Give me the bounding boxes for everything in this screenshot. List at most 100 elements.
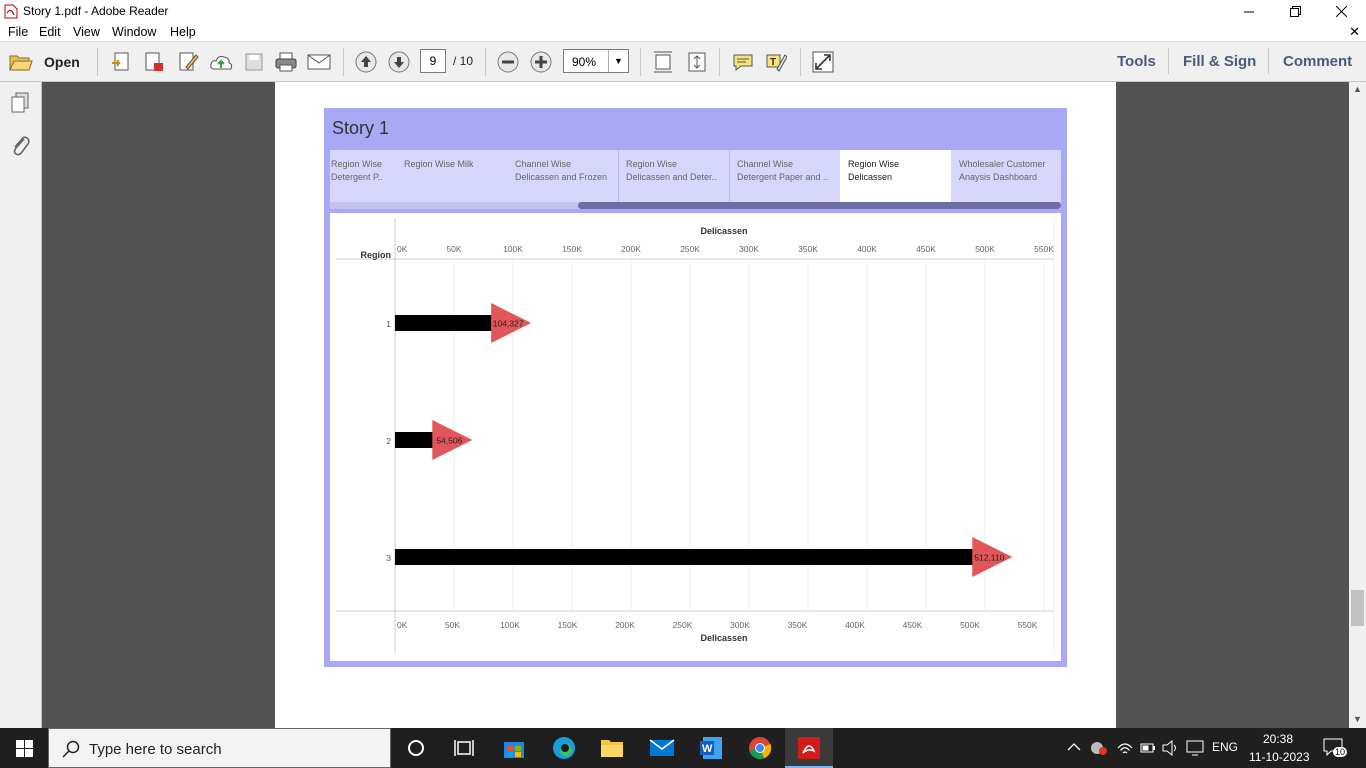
- edit-pdf-button[interactable]: [176, 50, 200, 74]
- tick-label-bottom: 400K: [845, 620, 865, 630]
- restore-button[interactable]: [1272, 0, 1318, 23]
- tick-label-bottom: 300K: [730, 620, 750, 630]
- tick-label-top: 300K: [739, 244, 759, 254]
- zoom-in-button[interactable]: [529, 50, 553, 74]
- close-window-button[interactable]: [1318, 0, 1364, 23]
- arrow-up-icon: [355, 51, 377, 73]
- category-label: 1: [386, 319, 391, 329]
- story-tab-2[interactable]: Region Wise Milk: [403, 150, 508, 202]
- toolbar-separator: [1168, 48, 1169, 74]
- sticky-note-button[interactable]: [731, 50, 755, 74]
- display-icon[interactable]: [1186, 740, 1204, 756]
- start-button[interactable]: [0, 728, 48, 768]
- acrobat-button[interactable]: [795, 734, 823, 762]
- print-button[interactable]: [274, 50, 298, 74]
- minimize-button[interactable]: [1226, 0, 1272, 23]
- fill-sign-link[interactable]: Fill & Sign: [1183, 53, 1257, 70]
- zoom-select[interactable]: 90% ▼: [563, 49, 629, 73]
- story-tab-3[interactable]: Channel Wise Delicassen and Frozen: [514, 150, 618, 202]
- close-document-icon[interactable]: ✕: [1349, 24, 1360, 39]
- navigation-pane: [0, 82, 42, 728]
- cortana-icon: [408, 740, 424, 756]
- comment-link[interactable]: Comment: [1283, 53, 1353, 70]
- story-tab-7[interactable]: Wholesaler Customer Anaysis Dashboard: [951, 150, 1061, 202]
- export-pdf-button[interactable]: [142, 50, 166, 74]
- title-bar: Story 1.pdf - Adobe Reader: [0, 0, 1366, 23]
- tab-label-line2: Delicassen and Deter..: [626, 172, 717, 182]
- language-indicator[interactable]: ENG: [1212, 740, 1239, 754]
- clock-time[interactable]: 20:38: [1263, 732, 1294, 746]
- save-button[interactable]: [242, 50, 266, 74]
- svg-text:W: W: [702, 743, 713, 755]
- data-label: 512,110: [974, 553, 1004, 563]
- wifi-icon[interactable]: [1117, 740, 1133, 756]
- upload-cloud-button[interactable]: [209, 50, 233, 74]
- vertical-scrollbar[interactable]: ▲ ▼: [1349, 82, 1366, 728]
- toolbar-separator: [719, 48, 720, 76]
- mail-button[interactable]: [648, 734, 676, 762]
- notifications-button[interactable]: 10: [1323, 738, 1348, 760]
- task-view-icon: [454, 740, 474, 756]
- volume-icon[interactable]: [1162, 740, 1180, 756]
- security-warning-icon[interactable]: [1090, 740, 1108, 756]
- story-tab-6-active[interactable]: Region Wise Delicassen: [840, 150, 951, 202]
- tabs-scroll-thumb[interactable]: [578, 202, 1061, 209]
- chevron-down-icon[interactable]: ▼: [608, 50, 628, 72]
- menu-file[interactable]: File: [8, 25, 29, 39]
- store-button[interactable]: [500, 734, 528, 762]
- menu-help[interactable]: Help: [170, 25, 196, 39]
- menu-window[interactable]: Window: [112, 25, 157, 39]
- zoom-value: 90%: [572, 55, 597, 69]
- tools-link[interactable]: Tools: [1117, 53, 1156, 70]
- x-axis-title-bottom: Delicassen: [700, 633, 747, 643]
- menu-edit[interactable]: Edit: [39, 25, 61, 39]
- edge-button[interactable]: [550, 734, 578, 762]
- story-tab-4[interactable]: Region Wise Delicassen and Deter..: [625, 150, 729, 202]
- notification-icon: [1323, 738, 1343, 757]
- previous-page-button[interactable]: [354, 50, 378, 74]
- open-label[interactable]: Open: [44, 54, 80, 70]
- tick-label-top: 500K: [975, 244, 995, 254]
- edge-icon: [553, 737, 575, 759]
- full-screen-button[interactable]: [811, 50, 835, 74]
- word-icon: W: [700, 737, 722, 759]
- highlight-text-button[interactable]: T: [764, 50, 788, 74]
- open-button[interactable]: [9, 50, 33, 74]
- taskbar-search[interactable]: Type here to search: [48, 728, 391, 768]
- page-total: / 10: [453, 54, 474, 68]
- bar: [395, 549, 996, 565]
- cortana-button[interactable]: [402, 734, 430, 762]
- attachment-icon[interactable]: [10, 134, 30, 156]
- email-button[interactable]: [307, 50, 331, 74]
- print-icon: [275, 52, 297, 72]
- row-header-region: Region: [361, 250, 392, 260]
- toolbar-separator: [485, 48, 486, 76]
- tab-label-line1: Region Wise: [626, 159, 678, 169]
- menu-view[interactable]: View: [73, 25, 100, 39]
- fit-width-button[interactable]: [685, 50, 709, 74]
- create-pdf-button[interactable]: [109, 50, 133, 74]
- toolbar-separator: [343, 48, 344, 76]
- chrome-button[interactable]: [746, 734, 774, 762]
- word-button[interactable]: W: [697, 734, 725, 762]
- fit-page-button[interactable]: [651, 50, 675, 74]
- task-view-button[interactable]: [450, 734, 478, 762]
- page-thumbnails-icon[interactable]: [10, 92, 30, 114]
- clock-date[interactable]: 11-10-2023: [1249, 750, 1310, 764]
- mail-icon: [307, 54, 331, 70]
- zoom-out-button[interactable]: [496, 50, 520, 74]
- story-tab-1[interactable]: Region Wise Detergent P..: [330, 150, 398, 202]
- chrome-icon: [749, 737, 772, 760]
- battery-icon[interactable]: [1140, 742, 1156, 754]
- toolbar-separator: [640, 48, 641, 76]
- scroll-up-icon[interactable]: ▲: [1353, 84, 1362, 94]
- scroll-down-icon[interactable]: ▼: [1353, 714, 1362, 724]
- tick-label-top: 450K: [916, 244, 936, 254]
- story-tab-5[interactable]: Channel Wise Detergent Paper and ..: [736, 150, 840, 202]
- file-explorer-button[interactable]: [598, 734, 626, 762]
- scrollbar-thumb[interactable]: [1351, 590, 1364, 626]
- chevron-up-icon[interactable]: [1067, 742, 1081, 752]
- tick-label-bottom: 350K: [788, 620, 808, 630]
- page-number-input[interactable]: 9: [420, 49, 446, 73]
- next-page-button[interactable]: [387, 50, 411, 74]
